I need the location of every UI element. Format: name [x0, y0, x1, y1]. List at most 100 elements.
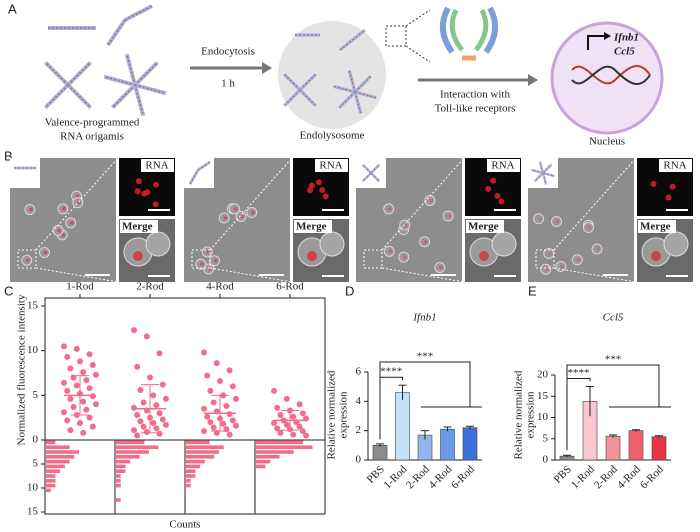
point [64, 387, 71, 394]
signal [76, 200, 81, 205]
point [204, 413, 211, 420]
rod [534, 172, 544, 182]
point [89, 361, 96, 368]
signal [250, 210, 255, 215]
point [131, 404, 137, 411]
significance-bracket [379, 361, 471, 407]
point [156, 350, 163, 357]
signal [665, 194, 672, 201]
label-bg [487, 159, 520, 172]
inset-label: RNA [319, 160, 342, 172]
label-bg [659, 159, 692, 172]
point [134, 411, 141, 418]
rod [339, 29, 366, 51]
promoter-arrow [587, 35, 606, 50]
point [147, 374, 153, 381]
point [207, 419, 214, 426]
cell [583, 222, 595, 234]
histogram-bar [116, 459, 131, 464]
panel-a [190, 6, 664, 135]
point [93, 371, 99, 378]
arrow-head [604, 32, 611, 40]
point [80, 429, 87, 436]
cell [319, 231, 345, 257]
signal [388, 249, 393, 254]
histogram-bar [116, 469, 126, 473]
signal [555, 219, 560, 224]
signal [135, 178, 142, 185]
inset [10, 158, 40, 188]
rod [283, 73, 302, 92]
histogram-bar [256, 459, 271, 464]
panel-label: B [4, 148, 13, 163]
bar [462, 427, 478, 461]
bar [628, 430, 644, 461]
histogram-bar [256, 450, 294, 454]
point [283, 395, 290, 402]
histogram-bar [186, 483, 191, 488]
panel-label: C [4, 283, 13, 298]
inset-label: Merge [296, 221, 327, 233]
rod [542, 172, 555, 177]
point [67, 395, 74, 402]
point [143, 333, 150, 340]
point [217, 378, 223, 385]
rod [353, 75, 372, 94]
panel-label: A [8, 1, 17, 16]
point [70, 403, 77, 410]
bar [372, 445, 388, 461]
histogram-bar [46, 445, 70, 449]
rod [347, 70, 357, 93]
y-axis-label: expression [338, 391, 350, 439]
histogram-bar [116, 498, 121, 502]
point [83, 377, 90, 384]
point [61, 409, 67, 416]
point [233, 422, 239, 429]
rod [283, 88, 302, 107]
x-tick-label: 1-Rod [569, 463, 597, 491]
point [210, 399, 217, 406]
significance: **** [380, 366, 402, 378]
histogram-bar [46, 459, 70, 464]
y-tick-label: 5 [33, 389, 39, 401]
point [233, 395, 239, 402]
x-tick-label: 4-Rod [615, 463, 643, 491]
label-bg [638, 220, 676, 233]
inset-label: Merge [122, 221, 153, 233]
signal [133, 251, 143, 261]
signal [596, 247, 600, 251]
signal [25, 258, 30, 263]
bar [605, 435, 621, 461]
histogram-bar [46, 464, 65, 469]
point [73, 345, 80, 352]
point [134, 432, 141, 439]
rod [134, 84, 145, 117]
histogram-bar [186, 440, 210, 445]
significance: *** [605, 354, 622, 366]
bar [395, 392, 410, 461]
x-tick-label: 6-Rod [449, 463, 477, 491]
y-tick-label: 2 [356, 424, 362, 436]
histogram-bar [46, 488, 51, 493]
signal [75, 194, 80, 198]
point [296, 401, 303, 408]
point [156, 410, 163, 417]
caption: Nucleus [589, 136, 625, 148]
point [80, 398, 87, 405]
point [134, 363, 141, 370]
signal [537, 216, 542, 221]
cell [540, 263, 552, 275]
zoom-line [35, 157, 119, 251]
x-tick-label: 4-Rod [426, 463, 454, 491]
point [277, 411, 284, 418]
point [296, 423, 303, 430]
histogram-bar [46, 450, 79, 454]
cell [145, 231, 171, 257]
signal [307, 187, 314, 194]
y-tick-label: 4 [356, 395, 362, 407]
rod [298, 88, 317, 107]
point [77, 420, 83, 427]
rod [298, 73, 317, 92]
point [290, 413, 297, 420]
signal [669, 183, 676, 190]
